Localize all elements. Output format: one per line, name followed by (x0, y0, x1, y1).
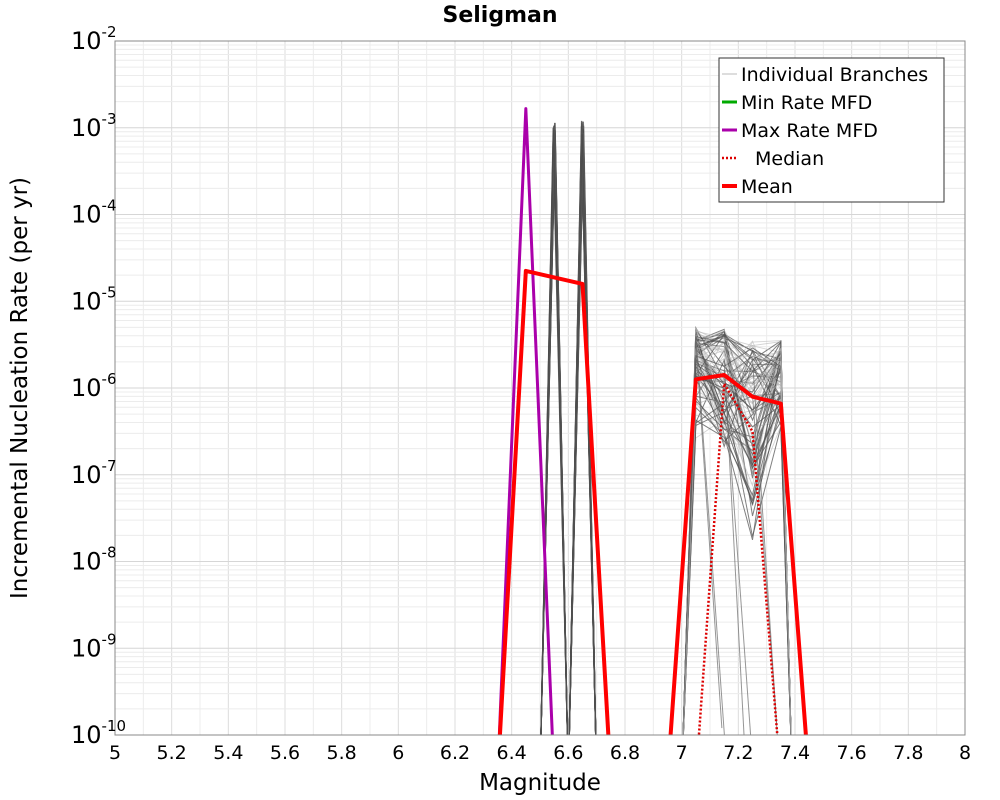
x-tick-label: 5.6 (270, 742, 300, 764)
x-tick-label: 7.6 (837, 742, 867, 764)
x-tick-label: 6.2 (440, 742, 470, 764)
branch-line (752, 394, 778, 735)
y-tick-label: 10-10 (71, 717, 126, 749)
x-tick-label: 7.4 (780, 742, 810, 764)
x-tick-label: 7.2 (723, 742, 753, 764)
y-tick-label: 10-6 (71, 370, 117, 402)
x-tick-label: 6.8 (610, 742, 640, 764)
y-tick-label: 10-7 (71, 457, 117, 489)
y-tick-label: 10-9 (71, 630, 117, 662)
median-line (697, 382, 779, 735)
legend-box (718, 57, 945, 203)
y-axis-ticks: 10-2 10-3 10-4 10-5 10-6 10-7 10-8 10-9 10-10 (71, 23, 126, 749)
branch-line (723, 358, 745, 735)
mean-line (497, 268, 808, 735)
x-tick-label: 6 (392, 742, 404, 764)
y-tick-label: 10-5 (71, 283, 117, 315)
x-tick-label: 7.8 (893, 742, 923, 764)
legend-label: Individual Branches (741, 64, 928, 86)
y-tick-label: 10-4 (71, 197, 117, 229)
x-tick-label: 6.4 (497, 742, 527, 764)
x-axis-ticks: 5 5.2 5.4 5.6 5.8 6 6.2 6.4 6.6 6.8 7 7.2 7.4 7.6 7.8 8 (109, 742, 971, 764)
legend-label: Min Rate MFD (741, 92, 872, 114)
x-tick-label: 6.6 (553, 742, 583, 764)
series-lines (497, 107, 808, 735)
legend-label: Mean (741, 176, 793, 198)
y-tick-label: 10-2 (71, 23, 117, 55)
grid (114, 41, 966, 736)
x-tick-label: 5.8 (327, 742, 357, 764)
x-axis-label: Magnitude (479, 770, 601, 796)
max-rate-mfd-line (497, 107, 554, 735)
x-tick-label: 8 (959, 742, 971, 764)
x-tick-label: 5.4 (213, 742, 243, 764)
branch-line (695, 333, 725, 735)
legend-label: Max Rate MFD (741, 120, 878, 142)
chart-title: Seligman (442, 3, 557, 28)
branch-line (682, 375, 792, 735)
branch-line (752, 359, 778, 725)
branch-line (723, 369, 752, 735)
legend: Individual Branches Min Rate MFD Max Rate … (718, 57, 945, 203)
x-tick-label: 5 (109, 742, 121, 764)
legend-label: Median (755, 148, 824, 170)
branch-line (695, 341, 723, 729)
x-tick-label: 7 (676, 742, 688, 764)
plot-frame (114, 40, 966, 736)
y-tick-label: 10-3 (71, 110, 117, 142)
branch-line (568, 134, 597, 735)
y-axis-label: Incremental Nucleation Rate (per yr) (7, 177, 33, 599)
x-tick-label: 5.2 (157, 742, 187, 764)
y-tick-label: 10-8 (71, 544, 117, 576)
